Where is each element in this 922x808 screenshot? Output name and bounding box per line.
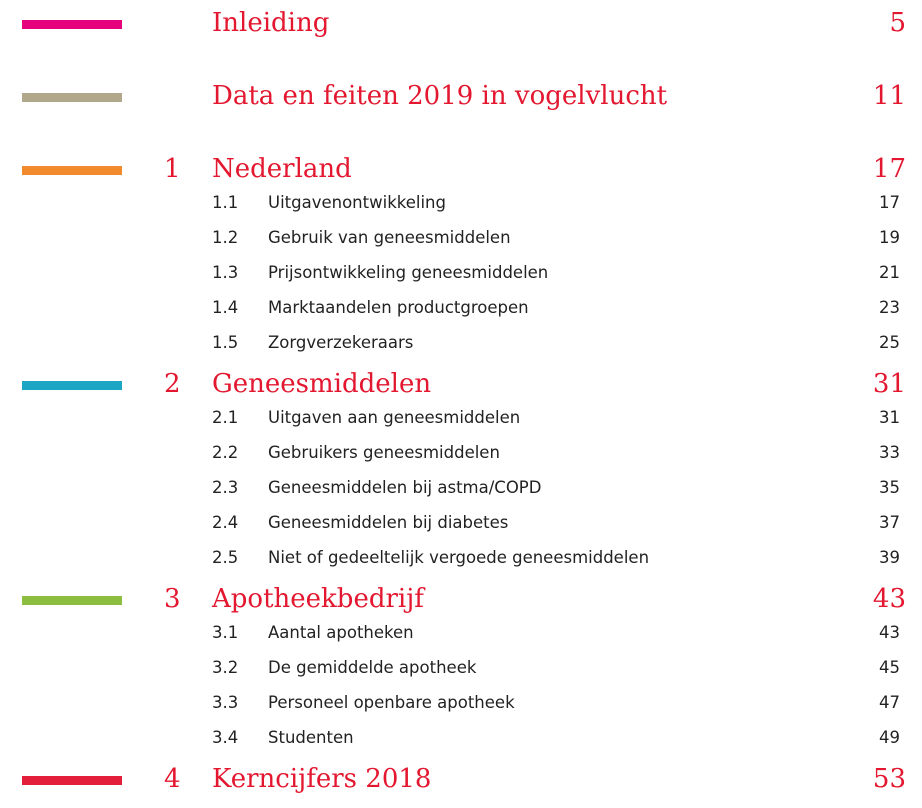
- section-color-bar: [22, 20, 122, 29]
- section-title: Nederland: [212, 154, 352, 184]
- section-color-bar: [22, 596, 122, 605]
- section-color-bar: [22, 776, 122, 785]
- subsection-number: 2.1: [212, 408, 239, 427]
- subsection-page: 17: [879, 193, 900, 212]
- subsection-title: Niet of gedeeltelijk vergoede geneesmidd…: [268, 548, 650, 567]
- subsection-number: 2.4: [212, 513, 239, 532]
- subsection-number: 1.5: [212, 333, 239, 352]
- subsection-number: 2.5: [212, 548, 239, 567]
- subsection-title: Marktaandelen productgroepen: [268, 298, 529, 317]
- subsection-page: 35: [879, 478, 900, 497]
- subsection-number: 1.3: [212, 263, 239, 282]
- subsection-title: De gemiddelde apotheek: [268, 658, 477, 677]
- subsection-page: 45: [879, 658, 900, 677]
- section-page: 17: [872, 154, 906, 184]
- section-title: Data en feiten 2019 in vogelvlucht: [212, 81, 668, 111]
- subsection-number: 3.1: [212, 623, 239, 642]
- subsection-title: Uitgavenontwikkeling: [268, 193, 446, 212]
- subsection-page: 33: [879, 443, 900, 462]
- subsection-number: 2.3: [212, 478, 239, 497]
- subsection-title: Personeel openbare apotheek: [268, 693, 515, 712]
- subsection-page: 19: [879, 228, 900, 247]
- subsection-number: 3.2: [212, 658, 239, 677]
- subsection-page: 49: [879, 728, 900, 747]
- section-page: 11: [872, 81, 906, 111]
- subsection-number: 3.4: [212, 728, 239, 747]
- section-number: 3: [164, 584, 181, 614]
- subsection-page: 31: [879, 408, 900, 427]
- section-number: 1: [164, 154, 181, 184]
- subsection-page: 37: [879, 513, 900, 532]
- section-number: 2: [164, 369, 181, 399]
- section-title: Geneesmiddelen: [212, 369, 432, 399]
- section-page: 43: [872, 584, 906, 614]
- subsection-title: Studenten: [268, 728, 354, 747]
- subsection-number: 1.4: [212, 298, 239, 317]
- section-title: Apotheekbedrijf: [212, 584, 424, 614]
- section-color-bar: [22, 166, 122, 175]
- subsection-title: Zorgverzekeraars: [268, 333, 414, 352]
- subsection-title: Aantal apotheken: [268, 623, 414, 642]
- subsection-number: 1.2: [212, 228, 239, 247]
- subsection-page: 23: [879, 298, 900, 317]
- section-page: 53: [872, 764, 906, 794]
- subsection-page: 25: [879, 333, 900, 352]
- subsection-title: Gebruikers geneesmiddelen: [268, 443, 500, 462]
- subsection-number: 2.2: [212, 443, 239, 462]
- section-number: 4: [164, 764, 181, 794]
- subsection-page: 43: [879, 623, 900, 642]
- subsection-page: 47: [879, 693, 900, 712]
- section-page: 5: [889, 8, 906, 38]
- subsection-title: Gebruik van geneesmiddelen: [268, 228, 511, 247]
- section-title: Inleiding: [212, 8, 330, 38]
- subsection-number: 1.1: [212, 193, 239, 212]
- subsection-page: 21: [879, 263, 900, 282]
- subsection-page: 39: [879, 548, 900, 567]
- subsection-title: Uitgaven aan geneesmiddelen: [268, 408, 521, 427]
- subsection-title: Geneesmiddelen bij diabetes: [268, 513, 509, 532]
- section-title: Kerncijfers 2018: [212, 764, 432, 794]
- subsection-number: 3.3: [212, 693, 239, 712]
- section-color-bar: [22, 93, 122, 102]
- subsection-title: Prijsontwikkeling geneesmiddelen: [268, 263, 549, 282]
- section-page: 31: [872, 369, 906, 399]
- section-color-bar: [22, 381, 122, 390]
- subsection-title: Geneesmiddelen bij astma/COPD: [268, 478, 542, 497]
